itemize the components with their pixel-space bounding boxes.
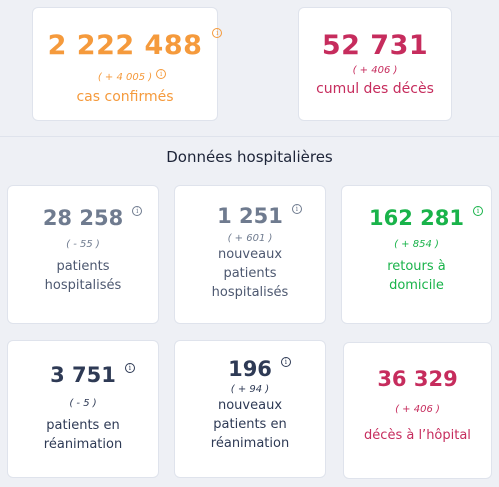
new-icu-label-1: nouveaux bbox=[217, 398, 283, 413]
new-icu-delta: ( + 94 ) bbox=[230, 384, 270, 395]
cases-card: 2 222 488 i ( + 4 005 ) i cas confirmés bbox=[32, 7, 223, 121]
hospitalized-value: 28 258 bbox=[42, 206, 124, 230]
returned-home-label-2: domicile bbox=[389, 277, 444, 293]
info-icon[interactable]: i bbox=[472, 206, 483, 216]
hospital-deaths-label: décès à l’hôpital bbox=[364, 428, 471, 443]
returned-home-card: 162 281 i ( + 854 ) retours à domicile bbox=[341, 185, 492, 324]
new-icu-label-3: réanimation bbox=[210, 435, 290, 451]
icu-label-2: réanimation bbox=[43, 436, 123, 452]
new-icu-label-2: patients en bbox=[213, 416, 287, 432]
returned-home-delta: ( + 854 ) bbox=[394, 239, 439, 250]
cases-label: cas confirmés bbox=[76, 89, 174, 105]
new-icu-value: 196 bbox=[228, 357, 272, 381]
new-hospitalized-label-1: nouveaux bbox=[217, 247, 283, 262]
deaths-delta: ( + 406 ) bbox=[352, 65, 398, 76]
hospitalized-label-1: patients bbox=[56, 259, 110, 274]
deaths-card: 52 731 ( + 406 ) cumul des décès bbox=[298, 7, 452, 121]
new-hospitalized-card: 1 251 i ( + 601 ) nouveaux patients hosp… bbox=[174, 185, 326, 324]
hospital-deaths-value: 36 329 bbox=[377, 367, 458, 391]
icu-label-1: patients en bbox=[46, 418, 120, 433]
new-icu-card: 196 i ( + 94 ) nouveaux patients en réan… bbox=[174, 340, 326, 478]
icu-delta: ( - 5 ) bbox=[69, 398, 97, 409]
hospitalized-delta: ( - 55 ) bbox=[66, 239, 100, 250]
new-hospitalized-delta: ( + 601 ) bbox=[227, 233, 273, 244]
icu-value: 3 751 bbox=[50, 363, 116, 387]
deaths-label: cumul des décès bbox=[316, 81, 434, 97]
info-icon[interactable]: i bbox=[280, 357, 291, 367]
info-icon[interactable]: i bbox=[212, 28, 223, 38]
cases-delta: ( + 4 005 ) bbox=[97, 72, 153, 83]
section-divider bbox=[0, 136, 499, 137]
info-icon[interactable]: i bbox=[124, 363, 135, 373]
info-icon[interactable]: i bbox=[156, 69, 167, 79]
icu-card: 3 751 i ( - 5 ) patients en réanimation bbox=[7, 340, 159, 478]
new-hospitalized-value: 1 251 bbox=[217, 204, 283, 228]
new-hospitalized-label-3: hospitalisés bbox=[211, 284, 289, 300]
info-icon[interactable]: i bbox=[291, 204, 302, 214]
returned-home-value: 162 281 bbox=[369, 206, 464, 230]
returned-home-label-1: retours à bbox=[387, 259, 446, 274]
deaths-value: 52 731 bbox=[321, 30, 429, 61]
hospitalized-card: 28 258 i ( - 55 ) patients hospitalisés bbox=[7, 185, 159, 324]
info-icon[interactable]: i bbox=[132, 206, 143, 216]
hospital-deaths-card: 36 329 ( + 406 ) décès à l’hôpital bbox=[343, 342, 492, 479]
new-hospitalized-label-2: patients bbox=[223, 265, 277, 281]
hospitalized-label-2: hospitalisés bbox=[44, 277, 122, 293]
cases-value: 2 222 488 bbox=[47, 30, 203, 61]
section-title: Données hospitalières bbox=[166, 148, 333, 166]
hospital-deaths-delta: ( + 406 ) bbox=[395, 404, 440, 415]
